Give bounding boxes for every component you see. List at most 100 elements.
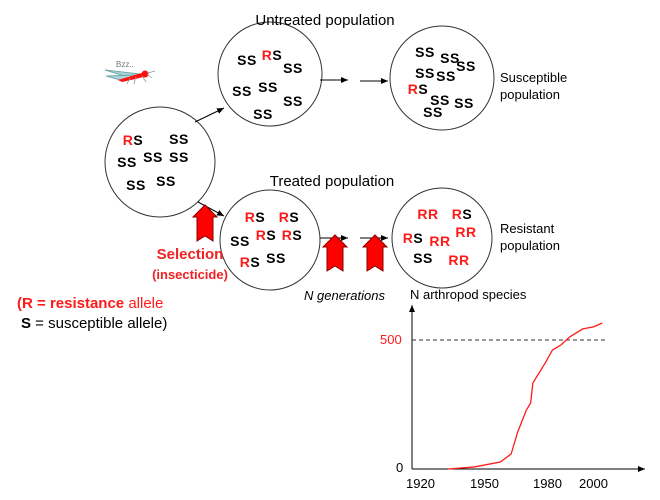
mosquito-sound: Bzz..	[116, 60, 134, 69]
susceptible-allele: S	[423, 250, 433, 266]
resistant-allele: R	[448, 252, 459, 268]
legend-resistance: (R = resistance allele	[17, 294, 167, 314]
resistant-allele: R	[255, 227, 267, 243]
susceptible-allele: S	[440, 92, 450, 108]
susceptible-allele: S	[255, 209, 266, 225]
susceptible-allele: S	[456, 58, 466, 74]
genotype-label: RR	[417, 206, 438, 222]
resistant-allele: R	[440, 233, 451, 249]
genotype-label: RR	[429, 233, 450, 249]
genotype-label: RR	[448, 252, 469, 268]
generations-label: N generations	[304, 288, 385, 303]
outcome-line: population	[500, 87, 560, 102]
resistant-allele: R	[244, 209, 256, 225]
susceptible-allele: S	[440, 50, 450, 66]
susceptible-allele: S	[247, 52, 257, 68]
susceptible-allele: S	[276, 250, 286, 266]
selection-pressure-arrow	[361, 234, 389, 272]
susceptible-allele: S	[266, 227, 277, 243]
genotype-label: RS	[240, 254, 260, 270]
population-circle-treated-gen1	[219, 189, 321, 291]
susceptible-allele: S	[263, 106, 273, 122]
susceptible-allele: S	[293, 60, 303, 76]
series-line	[448, 322, 603, 470]
untreated-title: Untreated population	[255, 12, 395, 29]
selection-pressure-arrow	[321, 234, 349, 272]
susceptible-allele: S	[425, 65, 435, 81]
susceptible-allele: S	[166, 173, 176, 189]
susceptible-allele: S	[117, 154, 127, 170]
susceptible-allele: S	[293, 93, 303, 109]
susceptible-allele: S	[253, 106, 263, 122]
susceptible-allele: S	[272, 47, 283, 63]
susceptible-allele: S	[232, 83, 242, 99]
susceptible-allele: S	[133, 132, 144, 148]
arrow-to-untreated	[194, 107, 225, 123]
genotype-label: SS	[117, 154, 137, 170]
genotype-label: RR	[455, 224, 476, 240]
legend-s-rest: = susceptible allele)	[31, 315, 168, 332]
resistant-allele: R	[261, 47, 273, 63]
susceptible-allele: S	[179, 131, 189, 147]
genotype-label: RS	[245, 209, 265, 225]
genotype-label: SS	[436, 68, 456, 84]
resistant-allele: R	[407, 81, 419, 97]
selection-title: Selection	[156, 246, 224, 263]
selection-label: Selection (insecticide)	[140, 246, 240, 282]
genotype-label: RS	[123, 132, 143, 148]
genotype-label: RS	[403, 230, 423, 246]
mosquito-icon	[104, 69, 156, 85]
susceptible-allele: S	[240, 233, 250, 249]
selection-pressure-arrow	[191, 204, 219, 242]
resistant-allele: R	[459, 252, 470, 268]
susceptible-allele: S	[425, 44, 435, 60]
susceptible-allele: S	[433, 104, 443, 120]
susceptible-allele: S	[450, 50, 460, 66]
genotype-label: RS	[452, 206, 472, 222]
susceptible-allele: S	[413, 250, 423, 266]
susceptible-allele: S	[250, 254, 261, 270]
susceptible-outcome: Susceptible population	[500, 69, 567, 103]
susceptible-allele: S	[127, 154, 137, 170]
y-tick-0: 0	[396, 460, 404, 475]
susceptible-allele: S	[237, 52, 247, 68]
susceptible-allele: S	[462, 206, 473, 222]
genotype-label: SS	[169, 131, 189, 147]
resistant-outcome: Resistant population	[500, 220, 560, 254]
susceptible-allele: S	[289, 209, 300, 225]
genotype-label: SS	[169, 149, 189, 165]
genotype-label: RS	[408, 81, 428, 97]
resistant-allele: R	[281, 227, 293, 243]
susceptible-allele: S	[446, 68, 456, 84]
genotype-label: SS	[266, 250, 286, 266]
susceptible-allele: S	[156, 173, 166, 189]
susceptible-allele: S	[242, 83, 252, 99]
susceptible-allele: S	[436, 68, 446, 84]
genotype-label: SS	[283, 93, 303, 109]
genotype-label: SS	[430, 92, 450, 108]
resistant-allele: R	[451, 206, 463, 222]
susceptible-allele: S	[169, 149, 179, 165]
genotype-label: SS	[253, 106, 273, 122]
population-circle-treated-genN	[391, 187, 493, 289]
genotype-label: RS	[279, 209, 299, 225]
arrow-to-treated	[197, 201, 225, 217]
genotype-label: RS	[262, 47, 282, 63]
chart-ylabel: N arthropod species	[410, 287, 527, 302]
y-tick-500: 500	[380, 332, 402, 347]
legend-r-word: resistance	[49, 295, 125, 312]
susceptible-allele: S	[258, 79, 268, 95]
x-tick-2000: 2000	[579, 476, 608, 491]
genotype-label: SS	[456, 58, 476, 74]
susceptible-allele: S	[283, 93, 293, 109]
genotype-label: SS	[454, 95, 474, 111]
genotype-label: SS	[415, 44, 435, 60]
genotype-label: SS	[423, 104, 443, 120]
population-circle-untreated-genN	[389, 25, 495, 131]
genotype-label: SS	[156, 173, 176, 189]
population-circle-untreated-gen1	[217, 21, 323, 127]
genotype-label: SS	[440, 50, 460, 66]
susceptible-allele: S	[413, 230, 424, 246]
x-tick-1920: 1920	[406, 476, 435, 491]
